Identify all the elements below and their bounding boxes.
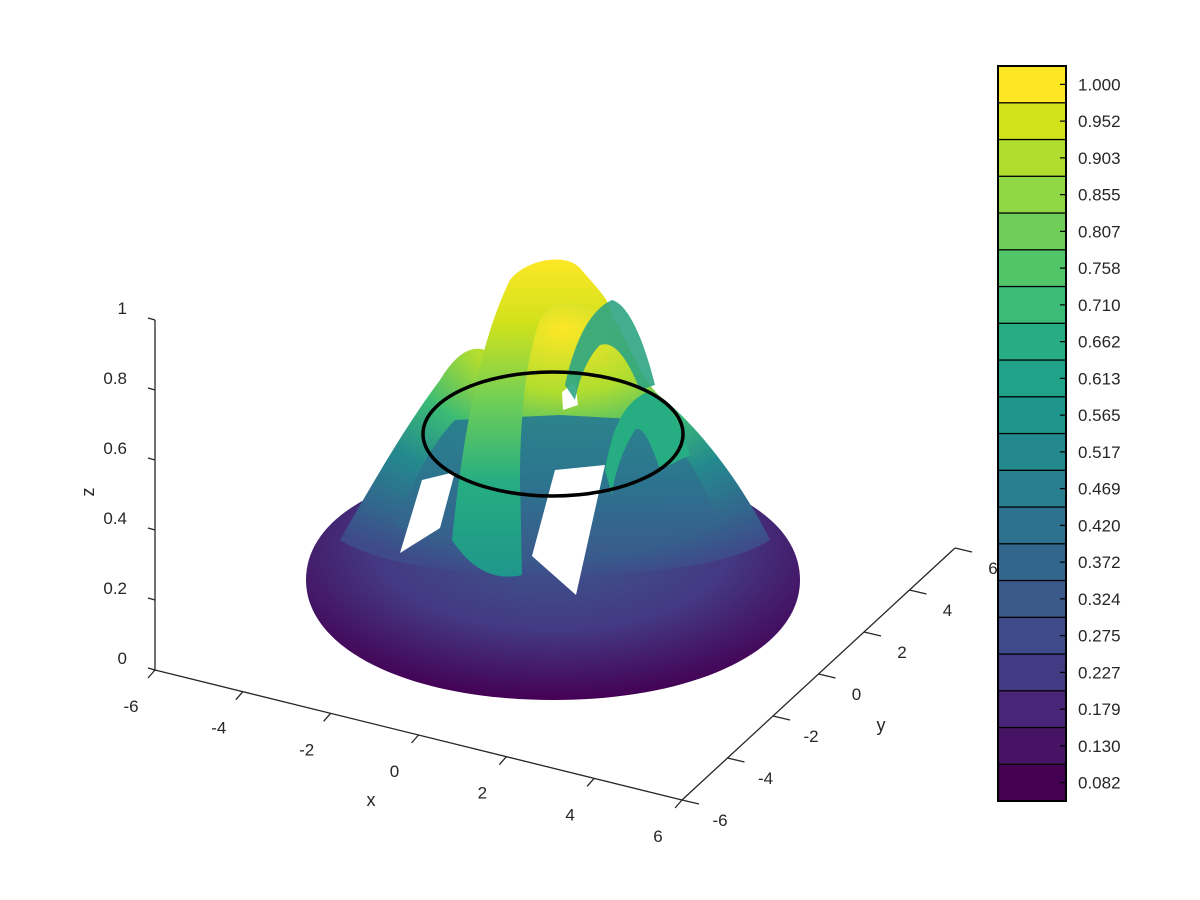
colorbar-swatch — [997, 763, 1067, 802]
colorbar-swatch — [997, 616, 1067, 655]
z-tick-mark — [147, 527, 156, 531]
colorbar: 0.082 0.130 0.179 0.227 0.275 0.324 0.372 0.420… — [997, 65, 1121, 802]
y-tick-mark — [954, 547, 973, 553]
colorbar-tick-label: 0.517 — [1078, 443, 1121, 462]
colorbar-swatch — [997, 506, 1067, 545]
x-axis-label: x — [367, 790, 376, 810]
y-tick-mark — [818, 673, 836, 679]
colorbar-tick-label: 0.855 — [1078, 186, 1121, 205]
colorbar-swatch — [997, 726, 1067, 765]
colorbar-swatch — [997, 175, 1067, 214]
x-tick-label: 6 — [653, 827, 662, 846]
x-tick-label: 4 — [565, 805, 574, 824]
y-tick-label: -4 — [758, 769, 773, 788]
surface-gap-left — [400, 472, 455, 553]
surface-arch-far-right — [605, 393, 690, 495]
y-tick-label: 0 — [852, 685, 861, 704]
x-tick-mark — [498, 756, 507, 766]
y-tick-label: -6 — [712, 811, 727, 830]
colorbar-swatch — [997, 102, 1067, 141]
y-ticks: -6 -4 -2 0 2 4 6 — [681, 547, 998, 830]
colorbar-swatch — [997, 138, 1067, 177]
colorbar-tick-label: 0.903 — [1078, 149, 1121, 168]
colorbar-tick-label: 0.613 — [1078, 369, 1121, 388]
x-tick-mark — [235, 691, 244, 701]
y-tick-mark — [863, 631, 882, 637]
colorbar-swatch — [997, 65, 1067, 104]
y-axis-label: y — [877, 715, 886, 735]
colorbar-swatch — [997, 690, 1067, 729]
surface-arch-right — [565, 300, 655, 400]
z-tick-label: 1 — [118, 299, 127, 318]
y-tick-label: 2 — [897, 643, 906, 662]
z-axis-label: z — [78, 488, 98, 497]
colorbar-swatch — [997, 396, 1067, 435]
colorbar-tick-label: 0.807 — [1078, 222, 1121, 241]
colorbar-tick-label: 0.565 — [1078, 406, 1121, 425]
contour-ring — [421, 370, 685, 498]
z-tick-mark — [147, 457, 156, 461]
colorbar-tick-label: 0.469 — [1078, 480, 1121, 499]
colorbar-tick-label: 0.082 — [1078, 774, 1121, 793]
surface-arch-front — [452, 259, 612, 577]
x-tick-mark — [674, 799, 683, 809]
colorbar-swatch — [997, 469, 1067, 508]
x-tick-label: 2 — [478, 784, 487, 803]
x-tick-mark — [586, 777, 595, 787]
x-tick-mark — [323, 712, 332, 722]
z-tick-label: 0.2 — [103, 579, 127, 598]
z-tick-mark — [147, 317, 156, 321]
z-tick-label: 0 — [118, 649, 127, 668]
y-tick-mark — [909, 589, 927, 595]
z-ticks: 0 0.2 0.4 0.6 0.8 1 — [103, 299, 156, 671]
colorbar-tick-label: 0.179 — [1078, 700, 1121, 719]
colorbar-tick-label: 0.275 — [1078, 627, 1121, 646]
y-tick-mark — [772, 715, 791, 721]
y-tick-mark — [727, 757, 745, 763]
colorbar-tick-label: 1.000 — [1078, 75, 1121, 94]
colorbar-swatch — [997, 322, 1067, 361]
colorbar-tick-label: 0.952 — [1078, 112, 1121, 131]
x-tick-mark — [147, 669, 156, 679]
colorbar-swatch — [997, 543, 1067, 582]
z-tick-mark — [147, 667, 156, 671]
colorbar-tick-label: 0.758 — [1078, 259, 1121, 278]
colorbar-tick-label: 0.227 — [1078, 663, 1121, 682]
x-ticks: -6 -4 -2 0 2 4 6 — [123, 669, 683, 846]
colorbar-swatch — [997, 653, 1067, 692]
y-tick-label: -2 — [803, 727, 818, 746]
colorbar-swatch — [997, 212, 1067, 251]
z-tick-label: 0.8 — [103, 369, 127, 388]
colorbar-tick-label: 0.324 — [1078, 590, 1121, 609]
colorbar-tick-label: 0.130 — [1078, 737, 1121, 756]
colorbar-tick-label: 0.662 — [1078, 333, 1121, 352]
x-tick-mark — [411, 734, 419, 744]
x-tick-label: 0 — [390, 762, 399, 781]
colorbar-swatch — [997, 249, 1067, 288]
z-tick-mark — [147, 387, 156, 391]
colorbar-frame — [997, 65, 1067, 802]
colorbar-tick-label: 0.420 — [1078, 516, 1121, 535]
colorbar-tick-label: 0.372 — [1078, 553, 1121, 572]
y-tick-label: 6 — [988, 559, 997, 578]
x-tick-label: -4 — [211, 719, 226, 738]
colorbar-swatch — [997, 285, 1067, 324]
z-tick-mark — [147, 597, 156, 601]
colorbar-swatch — [997, 432, 1067, 471]
surface — [306, 259, 800, 700]
x-tick-label: -2 — [299, 740, 314, 759]
y-tick-label: 4 — [943, 601, 952, 620]
z-tick-label: 0.4 — [103, 509, 127, 528]
y-tick-mark — [681, 799, 700, 805]
colorbar-tick-label: 0.710 — [1078, 296, 1121, 315]
colorbar-swatch — [997, 359, 1067, 398]
colorbar-swatch — [997, 579, 1067, 618]
z-tick-label: 0.6 — [103, 439, 127, 458]
x-tick-label: -6 — [123, 697, 138, 716]
